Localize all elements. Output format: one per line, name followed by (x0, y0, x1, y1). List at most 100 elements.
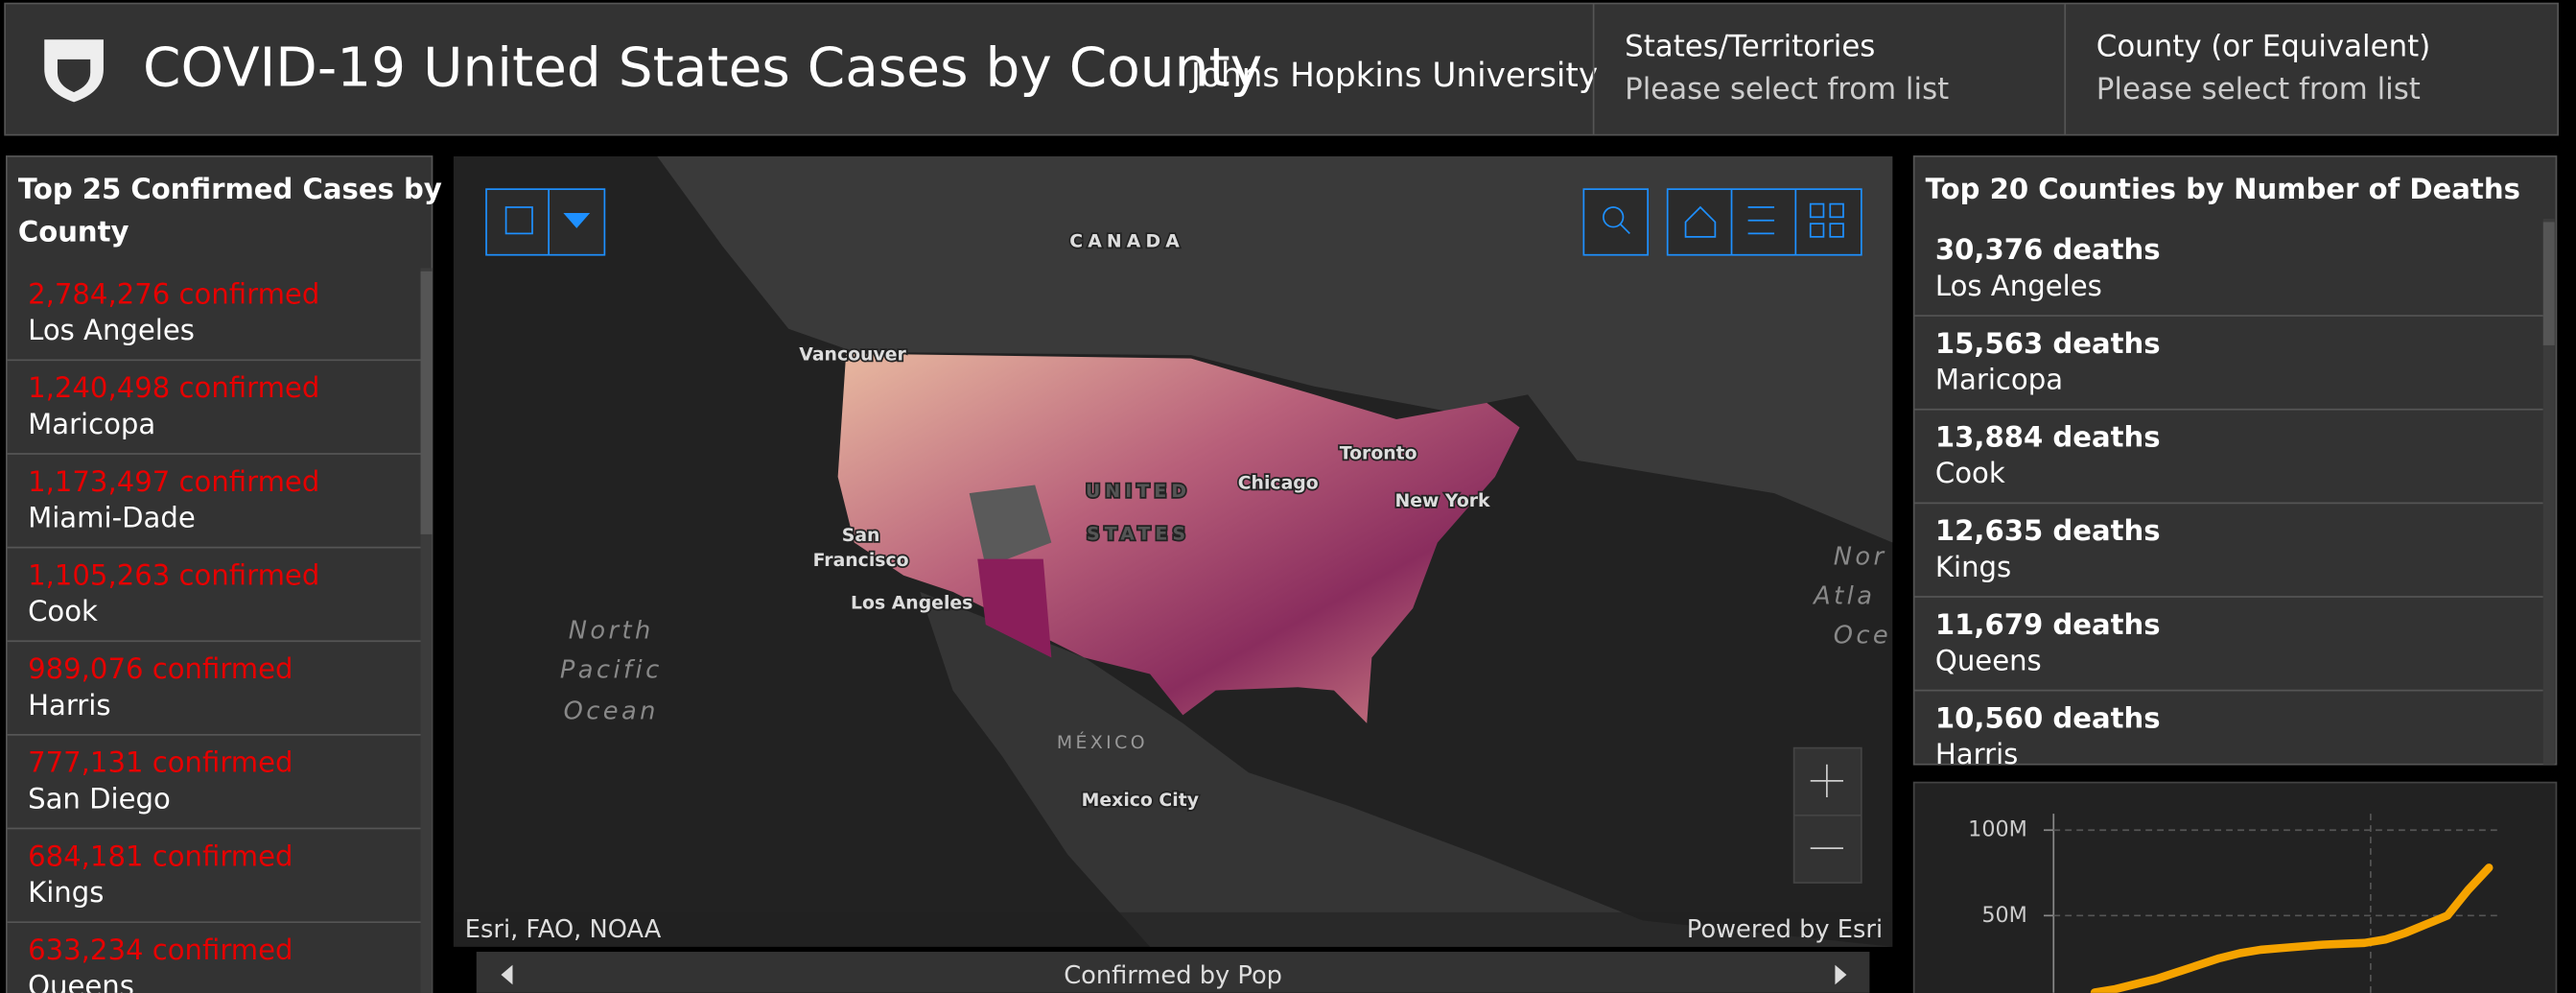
county-region (977, 558, 1052, 658)
selector-label: States/Territories (1625, 29, 1875, 63)
header (4, 2, 2560, 136)
attribution-bar (453, 911, 1893, 947)
chart: 50M 100M (1968, 814, 2497, 993)
logo-shield (57, 59, 91, 93)
map[interactable]: CANADA Vancouver Toronto Chicago New Yor… (453, 155, 1893, 947)
item-count: 15,563 deaths (1935, 327, 2161, 360)
scrollbar[interactable] (420, 268, 433, 993)
search-button[interactable] (1582, 188, 1650, 256)
list-item[interactable]: 15,563 deaths Maricopa (1913, 327, 2543, 411)
item-count: 10,560 deaths (1935, 701, 2161, 734)
item-name: Kings (1935, 551, 2011, 583)
grid-icon (1829, 223, 1844, 238)
list-item[interactable]: 10,560 deaths Harris (1914, 701, 2543, 784)
state-selector[interactable]: States/Territories Please select from li… (1625, 29, 1949, 106)
list-item[interactable]: 1,105,263 confirmed Cook (6, 558, 421, 643)
item-count: 30,376 deaths (1935, 233, 2161, 266)
search-icon (1619, 223, 1630, 235)
chart-panel (1912, 781, 2558, 993)
powered-by[interactable]: Powered by Esri (1687, 915, 1883, 944)
deaths-list: 30,376 deaths Los Angeles 15,563 deaths Mar… (1913, 233, 2543, 784)
list-item[interactable]: 30,376 deaths Los Angeles (1913, 233, 2543, 317)
item-count: 1,173,497 confirmed (28, 465, 319, 498)
panel-title: Top 25 Confirmed Cases by (18, 173, 442, 205)
dropdown-icon (563, 213, 591, 228)
item-name: Miami-Dade (28, 501, 196, 533)
item-name: Los Angeles (28, 314, 195, 346)
item-name: Kings (28, 876, 104, 909)
item-name: Maricopa (1935, 364, 2063, 396)
y-tick-label: 100M (1968, 817, 2027, 842)
item-name: Queens (28, 970, 134, 993)
tab-bar (476, 952, 1870, 993)
tab[interactable]: Confirmed by Pop (1064, 961, 1282, 990)
list-item[interactable]: 989,076 confirmed Harris (6, 652, 421, 736)
map-label: San (842, 526, 880, 546)
selector-placeholder[interactable]: Please select from list (2096, 72, 2421, 106)
panel-title: County (18, 215, 129, 248)
attribution: Esri, FAO, NOAA (465, 915, 662, 944)
list-item[interactable]: 633,234 confirmed Queens (7, 934, 421, 993)
cases-panel (5, 155, 433, 993)
tab-prev[interactable] (501, 964, 513, 985)
zoom-in[interactable] (1810, 764, 1843, 797)
series-line (2090, 863, 2494, 993)
selector-placeholder[interactable]: Please select from list (1625, 72, 1949, 106)
map-label: Toronto (1340, 443, 1417, 463)
list-item[interactable]: 1,240,498 confirmed Maricopa (6, 371, 421, 455)
map-label: Francisco (813, 551, 909, 571)
item-count: 684,181 confirmed (28, 839, 293, 872)
no-data-region (969, 485, 1052, 568)
list-icon (1747, 206, 1775, 235)
selector-label: County (or Equivalent) (2096, 29, 2430, 63)
map-label: UNITED (1086, 482, 1191, 502)
panel-title: Top 20 Counties by Number of Deaths (1926, 173, 2520, 205)
item-count: 1,240,498 confirmed (28, 371, 319, 404)
list-item[interactable]: 12,635 deaths Kings (1913, 514, 2543, 598)
item-name: Harris (28, 689, 110, 721)
scrollbar[interactable] (2542, 219, 2555, 765)
item-name: Cook (1935, 457, 2005, 489)
title: COVID-19 United States Cases by County (143, 36, 1262, 99)
grid-icon (1829, 202, 1844, 219)
grid-icon (1809, 223, 1825, 238)
map-toolbar[interactable] (485, 188, 1862, 256)
map-label: Atla (1812, 581, 1875, 610)
item-count: 989,076 confirmed (28, 652, 293, 685)
map-label: MÉXICO (1057, 731, 1148, 753)
item-count: 777,131 confirmed (28, 746, 293, 779)
map-label: Chicago (1238, 473, 1319, 493)
scroll-thumb[interactable] (420, 271, 433, 534)
us-counties (837, 353, 1520, 723)
zoom-control[interactable] (1792, 746, 1862, 884)
layer-button[interactable] (485, 188, 606, 256)
y-tick-label: 50M (1981, 903, 2027, 928)
scroll-thumb[interactable] (2542, 222, 2555, 345)
county-selector[interactable]: County (or Equivalent) Please select fro… (2096, 29, 2430, 106)
map-label: Nor (1834, 542, 1887, 571)
grid-icon (1809, 202, 1825, 219)
item-count: 633,234 confirmed (28, 934, 293, 966)
tool-buttons[interactable] (1666, 188, 1862, 256)
list-item[interactable]: 11,679 deaths Queens (1913, 608, 2543, 692)
map-label: Ocean (564, 697, 659, 725)
item-name: Cook (28, 595, 98, 627)
item-count: 11,679 deaths (1935, 608, 2161, 641)
map-label: CANADA (1069, 231, 1184, 251)
map-label: North (569, 616, 654, 645)
item-count: 12,635 deaths (1935, 514, 2161, 547)
map-label: Oce (1834, 622, 1891, 650)
list-item[interactable]: 684,181 confirmed Kings (6, 839, 421, 924)
map-label: Vancouver (799, 345, 906, 366)
tab-next[interactable] (1835, 964, 1847, 985)
map-label: STATES (1087, 524, 1190, 544)
map-label: New York (1394, 491, 1490, 511)
item-name: San Diego (28, 782, 171, 815)
